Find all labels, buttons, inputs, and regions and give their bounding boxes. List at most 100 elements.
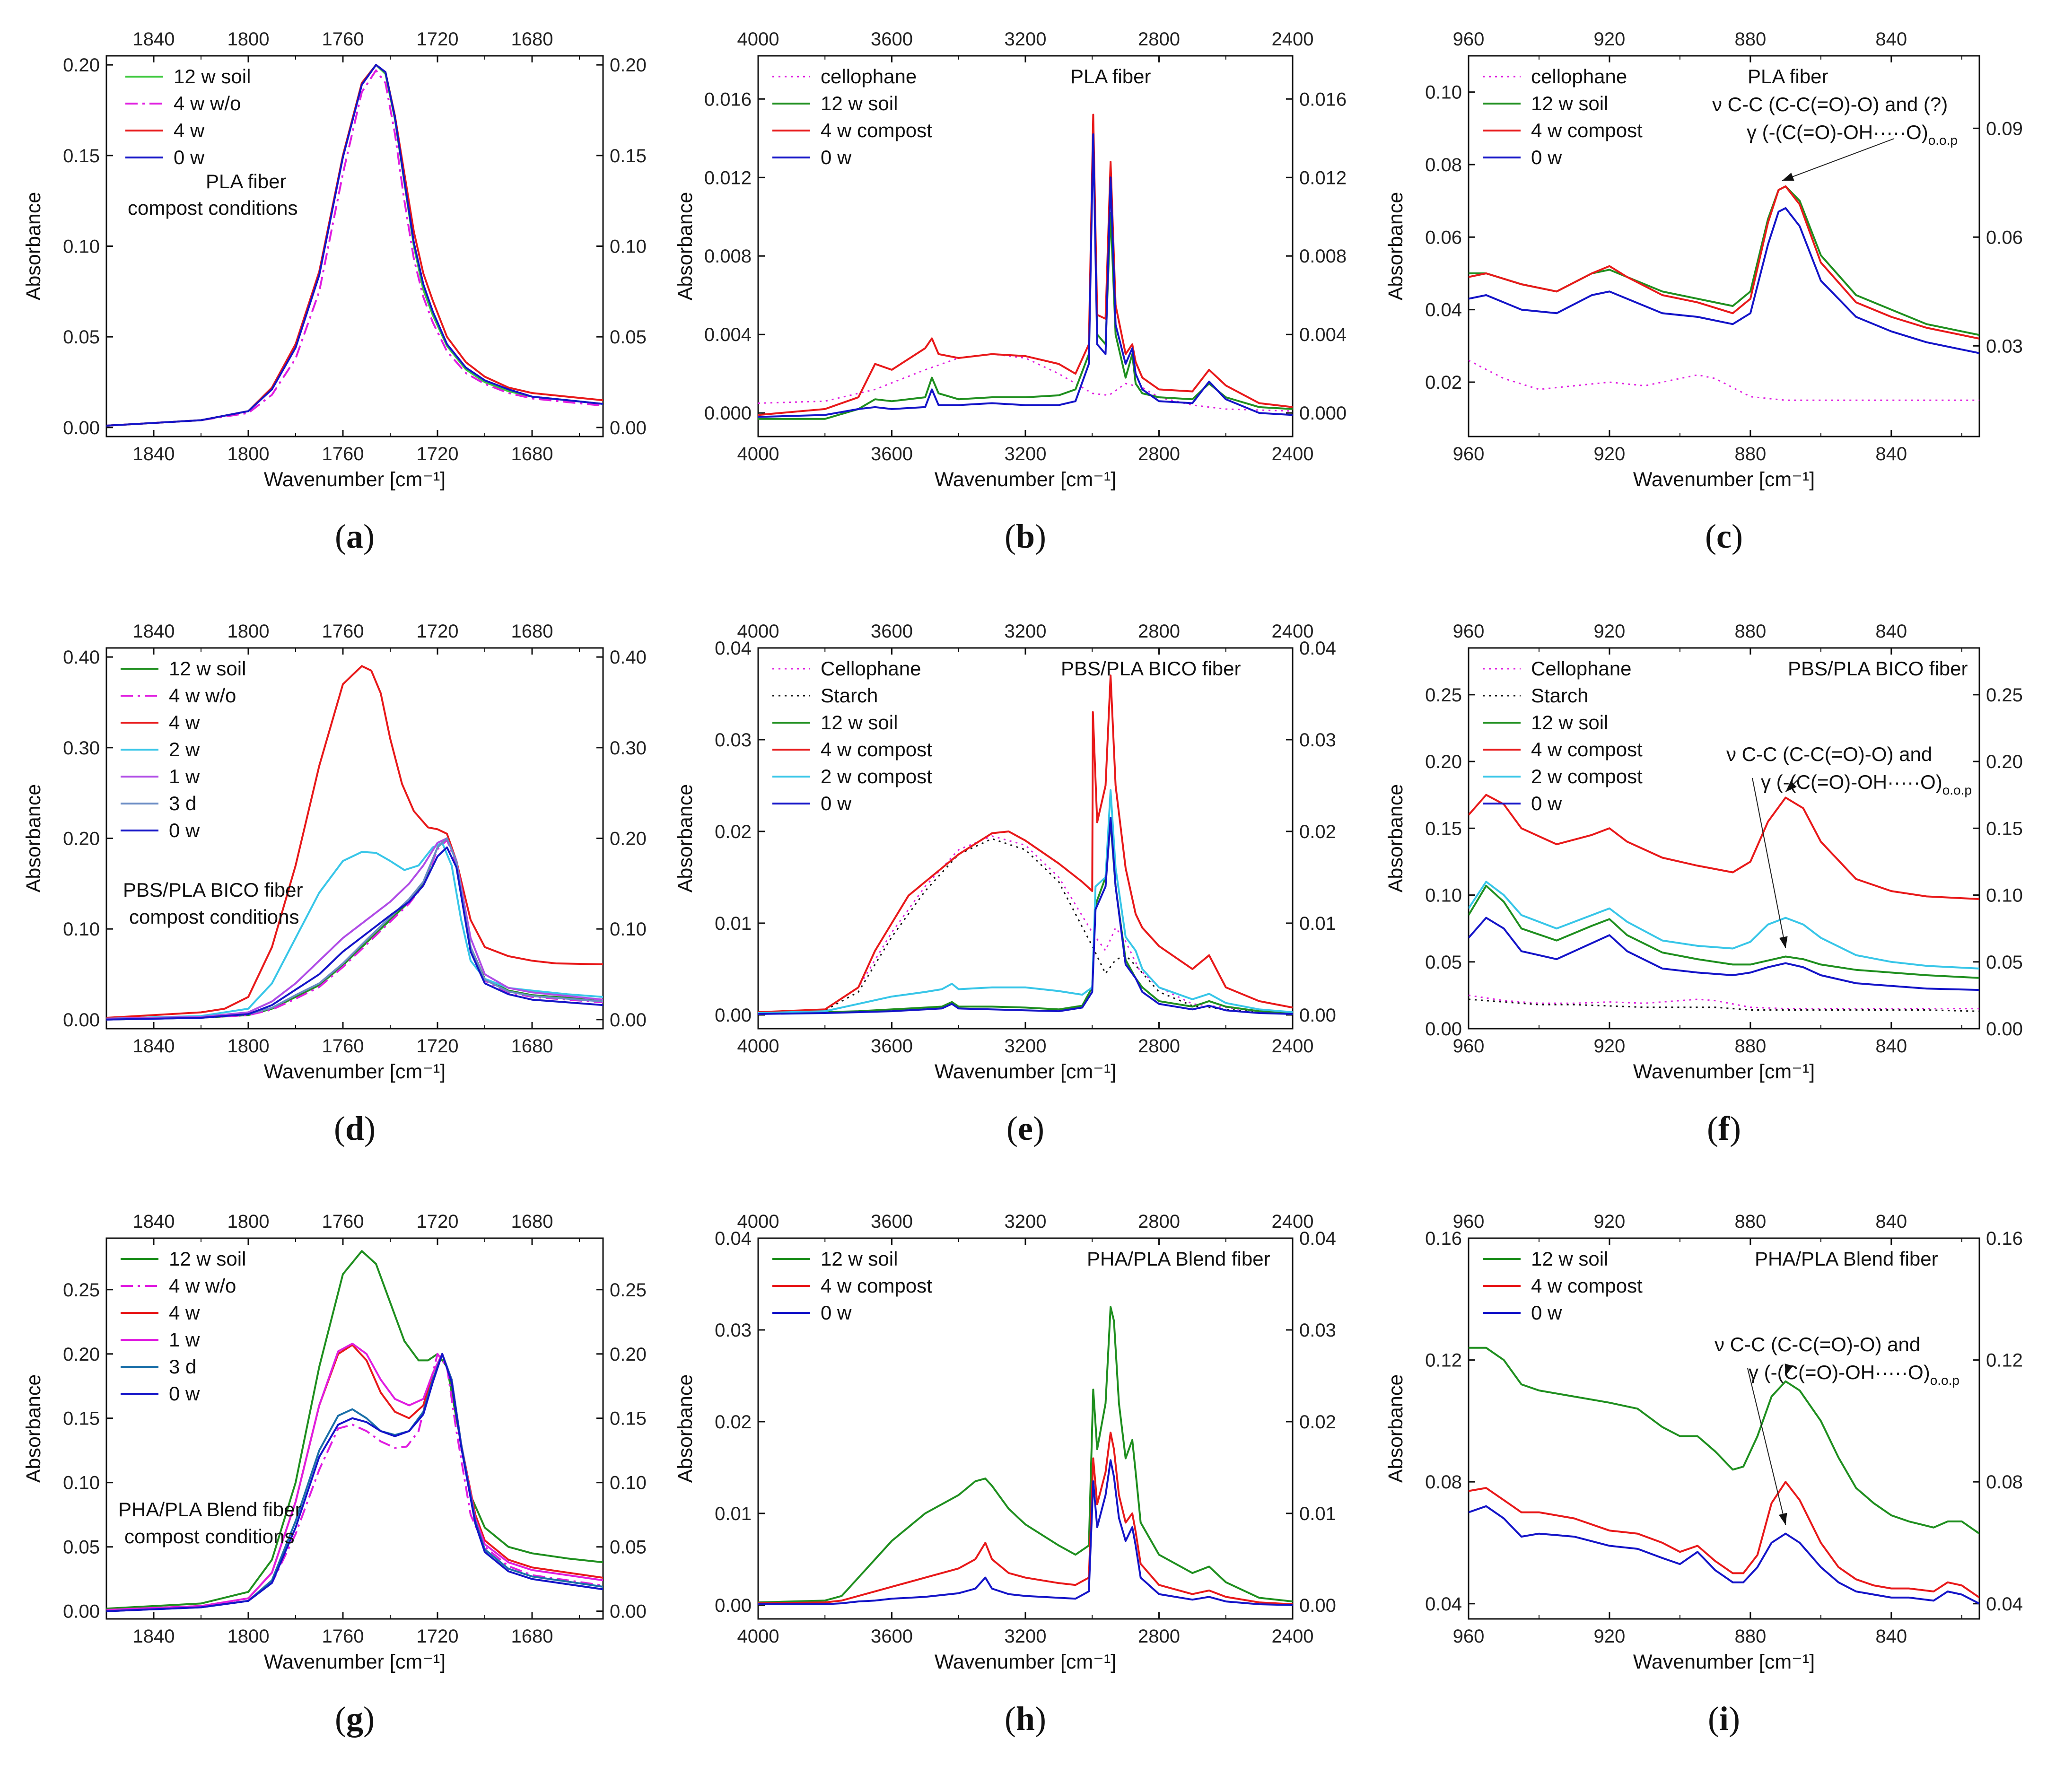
series-line-2-w [106,842,603,1020]
panel-label: (c) [1705,517,1743,555]
series-line-4-w-compost [1469,794,1979,900]
legend-label: cellophane [1531,65,1627,87]
x-tick-label-top: 880 [1734,29,1766,50]
annotation-text: compost conditions [129,906,299,928]
legend-label: 0 w [1531,146,1562,168]
y-tick-label-right: 0.00 [1299,1595,1336,1616]
legend-label: 0 w [169,819,200,841]
y-tick-label-right: 0.01 [1299,913,1336,934]
x-tick-label: 1680 [511,1036,553,1057]
y-tick-label: 0.15 [1425,818,1462,839]
x-tick-label-top: 2400 [1272,29,1314,50]
series-line-starch [1469,998,1979,1012]
series-line-0-w [106,64,603,427]
x-tick-label-top: 4000 [737,621,779,642]
series-line-1-w [106,1343,603,1611]
annotation-text: PHA/PLA Blend fiber [1087,1248,1270,1270]
y-tick-label: 0.02 [1425,372,1462,393]
y-tick-label: 0.01 [715,913,752,934]
annotation-arrow [1782,138,1895,181]
y-tick-label-right: 0.10 [1986,885,2023,906]
y-tick-label: 0.20 [63,829,100,849]
legend-label: 1 w [169,1329,200,1351]
series-line-0-w [758,1459,1293,1606]
legend-label: 12 w soil [169,1248,246,1270]
annotation-text: PLA fiber [206,170,286,192]
x-tick-label-top: 1680 [511,621,553,642]
y-tick-label: 0.004 [704,324,752,345]
annotation-arrow [1747,1368,1786,1525]
y-tick-label-right: 0.00 [1986,1019,2023,1040]
legend-label: 12 w soil [821,1248,898,1270]
x-tick-label: 3200 [1005,1036,1047,1057]
legend-label: 12 w soil [174,65,251,87]
legend-label: Starch [1531,684,1588,707]
legend-label: 2 w compost [1531,765,1643,787]
series-line-12-w-soil [758,821,1293,1014]
plot-frame [1468,1237,1980,1620]
legend-label: 0 w [1531,1302,1562,1324]
x-tick-label: 2800 [1138,1036,1180,1057]
y-tick-label: 0.30 [63,738,100,759]
x-tick-label: 920 [1594,1036,1626,1057]
y-tick-label-right: 0.10 [610,1473,647,1494]
y-tick-label-right: 0.04 [1986,1594,2023,1615]
y-tick-label: 0.00 [715,1595,752,1616]
legend-label: 0 w [821,146,852,168]
y-tick-label: 0.10 [63,919,100,940]
y-tick-label-right: 0.40 [610,647,647,668]
x-tick-label: 840 [1875,444,1907,464]
x-tick-label: 920 [1594,444,1626,464]
legend-label: 4 w compost [821,119,932,141]
x-tick-label: 880 [1734,444,1766,464]
series-line-4-w-compost [758,114,1293,416]
y-tick-label-right: 0.12 [1986,1350,2023,1371]
y-tick-label-right: 0.08 [1986,1472,2023,1493]
y-tick-label: 0.15 [63,1408,100,1429]
y-axis-label: Absorbance [674,1374,697,1483]
annotation-subscript: o.o.p [1942,783,1972,797]
x-tick-label: 1760 [322,1626,364,1647]
x-tick-label-top: 960 [1453,621,1485,642]
series-line-3-d [106,837,603,1021]
annotation-text: ν C-C (C-C(=O)-O) and [1726,743,1932,765]
y-tick-label: 0.40 [63,647,100,668]
legend-label: 12 w soil [1531,92,1608,114]
x-tick-label: 3600 [871,1626,913,1647]
x-tick-label: 960 [1453,1036,1485,1057]
annotation-text: PBS/PLA BICO fiber [123,879,303,901]
x-tick-label: 3600 [871,444,913,464]
series-line-4-w-compost [758,1432,1293,1605]
x-axis-label: Wavenumber [cm⁻¹] [1633,1651,1815,1673]
series-group [1469,185,1979,401]
y-tick-label-right: 0.04 [1299,1228,1336,1249]
series-line-2-w-compost [1469,881,1979,970]
x-tick-label-top: 840 [1875,621,1907,642]
y-tick-label-right: 0.15 [610,146,647,166]
legend-label: 4 w w/o [169,684,236,707]
series-line-cellophane [1469,994,1979,1010]
annotation-text: γ (-(C(=O)-OH·····O)o.o.p [1749,1361,1960,1388]
y-tick-label-right: 0.016 [1299,89,1347,110]
panel-c: 960 960 920 920 880 880 840 840 0.02 0.04 0.06 0.08… [1384,29,2023,555]
y-tick-label-right: 0.03 [1299,1320,1336,1341]
x-tick-label-top: 4000 [737,29,779,50]
y-tick-label-right: 0.012 [1299,167,1347,188]
x-tick-label-top: 3600 [871,1211,913,1232]
series-line-12-w-soil [1469,1346,1979,1535]
x-tick-label-top: 3200 [1005,29,1047,50]
panel-e: 4000 4000 3600 3600 3200 3200 2800 2800 2400 2400… [674,621,1336,1147]
legend-label: 4 w compost [821,738,932,761]
legend-label: 4 w compost [821,1275,932,1297]
y-tick-label-right: 0.05 [1986,952,2023,973]
y-tick-label-right: 0.000 [1299,403,1347,424]
x-tick-label-top: 1720 [417,1211,459,1232]
y-tick-label-right: 0.09 [1986,118,2023,139]
series-line-0-w [758,133,1293,418]
y-tick-label-right: 0.02 [1299,822,1336,842]
y-tick-label-right: 0.05 [610,1537,647,1558]
series-line-0-w [1469,917,1979,991]
arrow-head [1782,173,1794,181]
series-line-0-w [1469,207,1979,354]
panel-a: 1840 1840 1800 1800 1760 1760 1720 1720 1680 1680… [22,29,647,555]
